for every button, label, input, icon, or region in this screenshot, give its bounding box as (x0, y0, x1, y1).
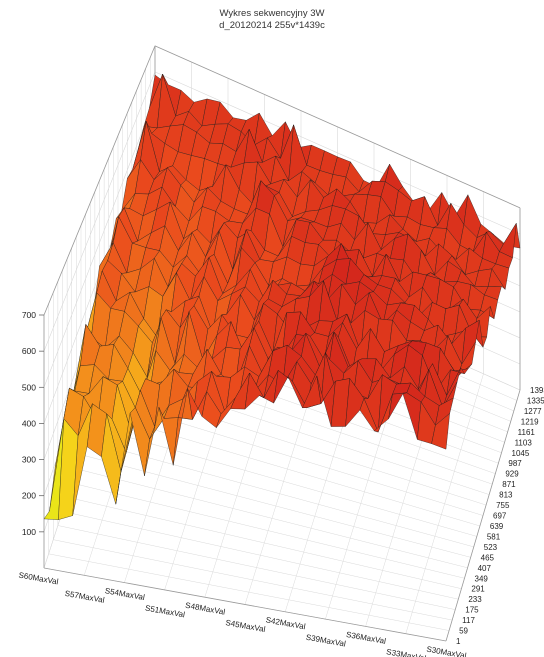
z-tick-label: 100 (22, 527, 36, 537)
y-tick-label: 755 (496, 501, 510, 510)
grid-line (48, 553, 450, 631)
grid-line (85, 440, 474, 548)
grid-line (94, 411, 480, 527)
x-tick-label: S51MaxVal (144, 604, 185, 620)
x-tick-label: S33MaxVal (386, 647, 427, 657)
x-tick-label: S45MaxVal (225, 618, 266, 634)
y-tick-label: 117 (462, 616, 475, 625)
y-tick-label: 523 (484, 543, 498, 552)
y-tick-label: 407 (478, 564, 492, 573)
chart-title: Wykres sekwencyjny 3W (220, 8, 325, 19)
y-tick-label: 1 (456, 637, 461, 646)
y-tick-label: 813 (499, 491, 513, 500)
y-tick-label: 871 (502, 480, 516, 489)
axis-line (154, 45, 521, 209)
z-tick-label: 600 (22, 346, 36, 356)
grid-line (62, 511, 459, 600)
z-tick-label: 500 (22, 382, 36, 392)
z-tick-label: 400 (22, 418, 36, 428)
z-tick-label: 200 (22, 491, 36, 501)
y-tick-label: 349 (475, 574, 489, 583)
z-tick-label: 700 (22, 310, 36, 320)
axis-line (445, 389, 521, 642)
x-tick-label: S42MaxVal (265, 615, 306, 631)
y-tick-label: 1161 (518, 428, 536, 437)
grid-line (57, 525, 456, 610)
axis-line (43, 567, 447, 642)
y-tick-label: 639 (490, 522, 504, 531)
x-tick-label: S36MaxVal (345, 630, 386, 646)
y-tick-label: 697 (493, 512, 507, 521)
grid-line (71, 482, 465, 579)
x-tick-label: S30MaxVal (426, 645, 467, 657)
y-tick-label: 233 (468, 595, 482, 604)
y-tick-label: 465 (481, 553, 495, 562)
chart-subtitle: d_20120214 255v*1439c (219, 20, 325, 31)
y-tick-label: 1045 (512, 449, 530, 458)
y-axis-ticks: 1591171752332913494074655235816396977558… (456, 386, 544, 646)
grid-line (90, 426, 477, 537)
grid-line (53, 539, 453, 621)
y-tick-label: 987 (508, 459, 522, 468)
y-tick-label: 1335 (527, 396, 544, 405)
grid-line (80, 454, 471, 558)
surface-plot (43, 73, 521, 520)
grid-line (76, 468, 468, 569)
x-tick-label: S48MaxVal (185, 601, 226, 617)
y-tick-label: 581 (487, 532, 501, 541)
y-tick-label: 929 (505, 470, 519, 479)
y-tick-label: 1393 (530, 386, 544, 395)
x-tick-label: S39MaxVal (305, 633, 346, 649)
z-tick-label: 300 (22, 455, 36, 465)
grid-line (67, 496, 462, 589)
y-tick-label: 59 (459, 627, 468, 636)
x-tick-label: S60MaxVal (18, 571, 59, 587)
y-tick-label: 1219 (521, 417, 539, 426)
x-tick-label: S54MaxVal (104, 586, 145, 602)
z-axis-ticks: 100 200 300 400 500 600 700 (22, 310, 44, 537)
surface-cell (431, 412, 450, 450)
axis-line (43, 45, 156, 316)
y-tick-label: 1277 (524, 407, 542, 416)
y-tick-label: 1103 (515, 438, 533, 447)
y-tick-label: 291 (471, 585, 485, 594)
x-tick-label: S57MaxVal (64, 589, 105, 605)
y-tick-label: 175 (465, 606, 479, 615)
